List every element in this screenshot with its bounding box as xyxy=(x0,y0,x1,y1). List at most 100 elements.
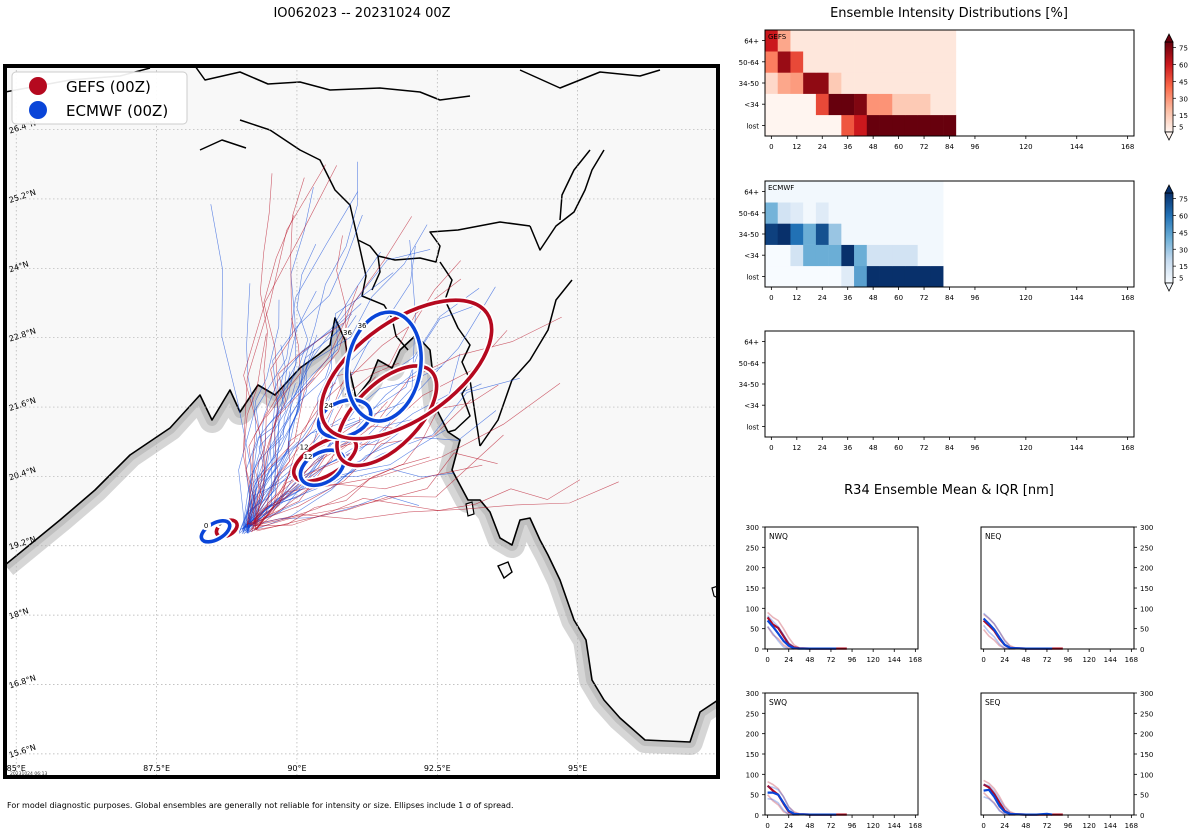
heatmap-cell xyxy=(866,244,880,267)
ensemble-track-line xyxy=(246,410,497,534)
y-tick-label: 100 xyxy=(1140,605,1153,613)
lon-tick-label: 90°E xyxy=(287,764,306,773)
heatmap-cell xyxy=(930,265,944,288)
map-frame xyxy=(3,64,720,779)
heatmap-cell xyxy=(828,202,842,224)
heatmap-cell xyxy=(790,181,804,203)
ensemble-track-line xyxy=(241,187,314,535)
heatmap-cell xyxy=(904,244,918,267)
x-tick-label: 72 xyxy=(826,822,835,830)
heatmap-cell xyxy=(917,223,931,245)
x-tick-label: 36 xyxy=(843,444,852,452)
heatmap-cell xyxy=(815,244,829,267)
heatmap-cell xyxy=(765,181,779,203)
heatmap-cell xyxy=(892,265,906,288)
heatmap-cell xyxy=(892,72,906,94)
r34-series-line xyxy=(767,780,800,815)
x-tick-label: 48 xyxy=(1021,822,1030,830)
heatmap-cell xyxy=(765,265,779,288)
y-tick-label: <34 xyxy=(744,252,759,260)
x-tick-label: 120 xyxy=(866,822,879,830)
heatmap-cell xyxy=(892,30,906,52)
heatmap-cell xyxy=(866,223,880,245)
heatmap-cell xyxy=(879,30,893,52)
heatmap-cell xyxy=(841,202,855,224)
heatmap-cell xyxy=(841,244,855,267)
ensemble-track-line xyxy=(248,334,318,531)
heatmap-cell xyxy=(790,244,804,267)
ensemble-track-line xyxy=(256,235,347,530)
heatmap-cell xyxy=(815,72,829,94)
x-tick-label: 96 xyxy=(970,444,979,452)
x-tick-label: 96 xyxy=(1064,656,1073,664)
y-tick-label: 200 xyxy=(1140,731,1153,739)
x-tick-label: 120 xyxy=(866,656,879,664)
y-tick-label: 150 xyxy=(1140,585,1153,593)
heatmap-cell xyxy=(765,202,779,224)
x-tick-label: 72 xyxy=(920,294,929,302)
x-tick-label: 72 xyxy=(920,143,929,151)
ensemble-track-line xyxy=(247,383,296,534)
r34-series-line xyxy=(767,611,800,649)
colorbar-tick-label: 45 xyxy=(1179,78,1188,86)
heatmap-cell xyxy=(930,181,944,203)
ensemble-track-line xyxy=(247,177,305,525)
heatmap-cell xyxy=(841,93,855,116)
y-tick-label: 150 xyxy=(746,751,759,759)
x-tick-label: 72 xyxy=(1042,822,1051,830)
heatmap-cell xyxy=(828,72,842,94)
y-tick-label: <34 xyxy=(744,101,759,109)
lon-tick-label: 87.5°E xyxy=(143,764,170,773)
x-tick-label: 144 xyxy=(1070,294,1084,302)
ellipse-ecmwf-36 xyxy=(343,308,425,425)
y-tick-label: 50 xyxy=(1140,626,1149,634)
map-timestamp: 20231024 06:13 xyxy=(10,771,47,777)
heatmap-cell xyxy=(777,181,791,203)
colorbar-tick-label: 5 xyxy=(1179,123,1183,131)
ensemble-track-line xyxy=(246,328,341,530)
r34-series-line xyxy=(983,612,1011,648)
x-tick-label: 0 xyxy=(769,444,773,452)
ensemble-track-line xyxy=(248,173,273,526)
heatmap-cell xyxy=(904,51,918,73)
lon-tick-label: 92.5°E xyxy=(424,764,451,773)
ellipse-hour-badge xyxy=(303,451,314,462)
heatmap-cell xyxy=(803,72,817,94)
ellipse-ring xyxy=(199,518,232,544)
colorbar-max-arrow xyxy=(1164,33,1174,43)
y-tick-label: 300 xyxy=(746,524,759,532)
r34-quadrant-label: SWQ xyxy=(769,698,787,707)
island xyxy=(497,561,513,580)
y-tick-label: 50 xyxy=(750,626,759,634)
storm-title: IO062023 -- 20231024 00Z xyxy=(273,6,450,21)
heatmap-cell xyxy=(803,223,817,245)
x-tick-label: 24 xyxy=(784,656,793,664)
x-tick-label: 24 xyxy=(784,822,793,830)
heatmap-cell xyxy=(854,244,868,267)
r34-title: R34 Ensemble Mean & IQR [nm] xyxy=(844,483,1054,498)
y-tick-label: 300 xyxy=(746,690,759,698)
map-legend: GEFS (00Z) ECMWF (00Z) xyxy=(11,71,188,125)
heatmap-cell xyxy=(828,244,842,267)
x-tick-label: 36 xyxy=(843,143,852,151)
ellipse-hour-badge xyxy=(357,320,368,331)
y-tick-label: 300 xyxy=(1140,690,1153,698)
heatmap-cell xyxy=(790,202,804,224)
heatmap-cell xyxy=(803,181,817,203)
y-tick-label: 34-50 xyxy=(739,80,759,88)
intensity-title: Ensemble Intensity Distributions [%] xyxy=(830,6,1068,21)
x-tick-label: 48 xyxy=(805,656,814,664)
x-tick-label: 120 xyxy=(1019,294,1032,302)
x-tick-label: 168 xyxy=(1121,294,1134,302)
x-tick-label: 120 xyxy=(1019,143,1032,151)
y-tick-label: <34 xyxy=(744,402,759,410)
legend-gefs-label: GEFS (00Z) xyxy=(66,78,151,96)
x-tick-label: 12 xyxy=(792,444,801,452)
ensemble-track-line xyxy=(251,285,359,532)
heatmap-cell xyxy=(765,114,779,137)
y-tick-label: 0 xyxy=(755,646,759,654)
r34-series-line xyxy=(983,613,1016,649)
ensemble-track-line xyxy=(243,165,337,527)
ensemble-track-line xyxy=(242,164,326,530)
